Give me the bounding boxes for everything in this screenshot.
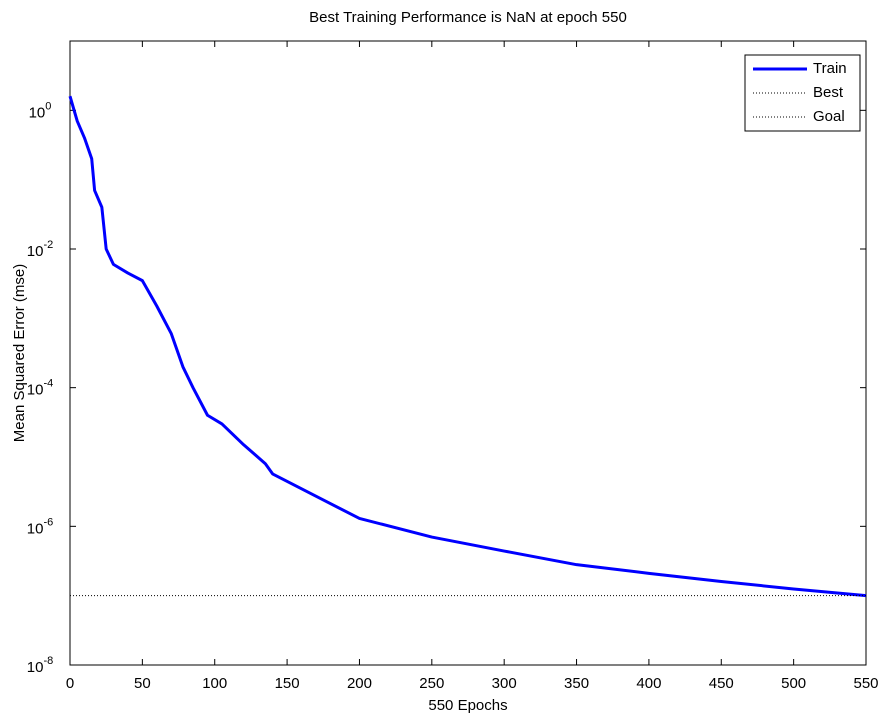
y-tick-label: 10-6	[27, 516, 53, 537]
y-tick-label: 100	[29, 100, 52, 121]
x-tick-label: 550	[853, 675, 878, 692]
x-tick-label: 150	[275, 675, 300, 692]
x-tick-label: 450	[709, 675, 734, 692]
x-tick-label: 300	[492, 675, 517, 692]
plot-frame	[69, 40, 867, 666]
legend-label: Train	[813, 60, 847, 77]
series-line	[68, 95, 867, 598]
x-tick-label: 350	[564, 675, 589, 692]
legend-label: Best	[813, 84, 844, 101]
y-tick-exponent: -8	[43, 655, 53, 667]
x-tick-label: 400	[636, 675, 661, 692]
x-tick-label: 200	[347, 675, 372, 692]
y-tick-base: 10	[27, 243, 44, 260]
x-tick-label: 0	[66, 675, 74, 692]
y-tick-exponent: 0	[45, 100, 51, 112]
x-tick-label: 100	[202, 675, 227, 692]
legend-label: Goal	[813, 108, 845, 125]
y-tick-base: 10	[27, 520, 44, 537]
y-tick-exponent: -6	[43, 516, 53, 528]
y-tick-label: 10-2	[27, 239, 53, 260]
x-tick-label: 250	[419, 675, 444, 692]
y-axis-label: Mean Squared Error (mse)	[11, 264, 28, 442]
y-tick-label: 10-4	[27, 378, 53, 399]
x-tick-label: 50	[134, 675, 151, 692]
y-tick-base: 10	[29, 104, 46, 121]
y-tick-exponent: -4	[43, 378, 53, 390]
y-tick-base: 10	[27, 659, 44, 676]
x-axis-label: 550 Epochs	[428, 697, 507, 714]
y-tick-exponent: -2	[43, 239, 53, 251]
y-tick-base: 10	[27, 382, 44, 399]
y-tick-label: 10-8	[27, 655, 53, 676]
chart-title: Best Training Performance is NaN at epoc…	[309, 9, 627, 26]
x-tick-label: 500	[781, 675, 806, 692]
